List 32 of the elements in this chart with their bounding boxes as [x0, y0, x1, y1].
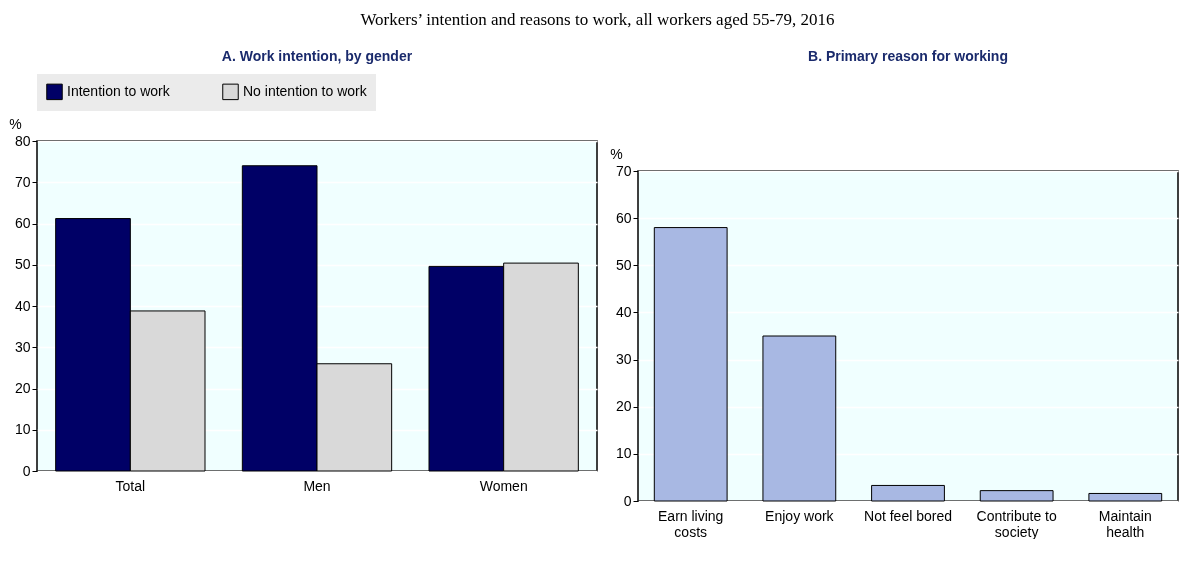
y-tick-label: 30: [615, 351, 632, 368]
y-tick-label: 20: [14, 380, 31, 396]
y-tick-label: 30: [14, 338, 31, 355]
x-tick-label: Women: [479, 477, 528, 494]
y-tick-label: 60: [14, 215, 31, 231]
y-tick-label: 20: [615, 398, 632, 415]
y-tick-label: 50: [615, 256, 632, 273]
y-tick-label: 60: [615, 209, 632, 226]
y-tick-label: 0: [623, 492, 632, 509]
y-tick-label: 50: [14, 256, 31, 273]
x-tick-label: Not feel bored: [864, 507, 952, 524]
y-tick-label: 40: [14, 297, 31, 314]
chart-title: A. Work intention, by gender: [221, 48, 413, 64]
x-tick-label: Maintain health: [1098, 507, 1152, 540]
y-tick-label: 70: [615, 162, 632, 179]
y-axis-title: %: [9, 115, 22, 132]
y-axis-title: %: [610, 145, 623, 162]
y-tick-label: 10: [615, 445, 632, 462]
chart-title: B. Primary reason for working: [808, 48, 1008, 64]
y-tick-label: 10: [14, 421, 31, 438]
x-tick-label: Earn living costs: [658, 507, 724, 540]
y-tick-label: 0: [22, 462, 31, 479]
x-tick-label: Contribute to society: [976, 507, 1057, 540]
legend-label: Intention to work: [67, 82, 171, 99]
x-tick-label: Men: [303, 477, 331, 494]
text: Workers’ intention and reasons to work, all workers aged 55-79, 2016: [359, 9, 836, 31]
y-tick-label: 80: [14, 132, 31, 149]
legend-label: No intention to work: [243, 82, 368, 99]
x-tick-label: Total: [115, 477, 146, 494]
y-tick-label: 70: [14, 173, 31, 190]
x-tick-label: Enjoy work: [765, 507, 835, 524]
y-tick-label: 40: [615, 303, 632, 320]
